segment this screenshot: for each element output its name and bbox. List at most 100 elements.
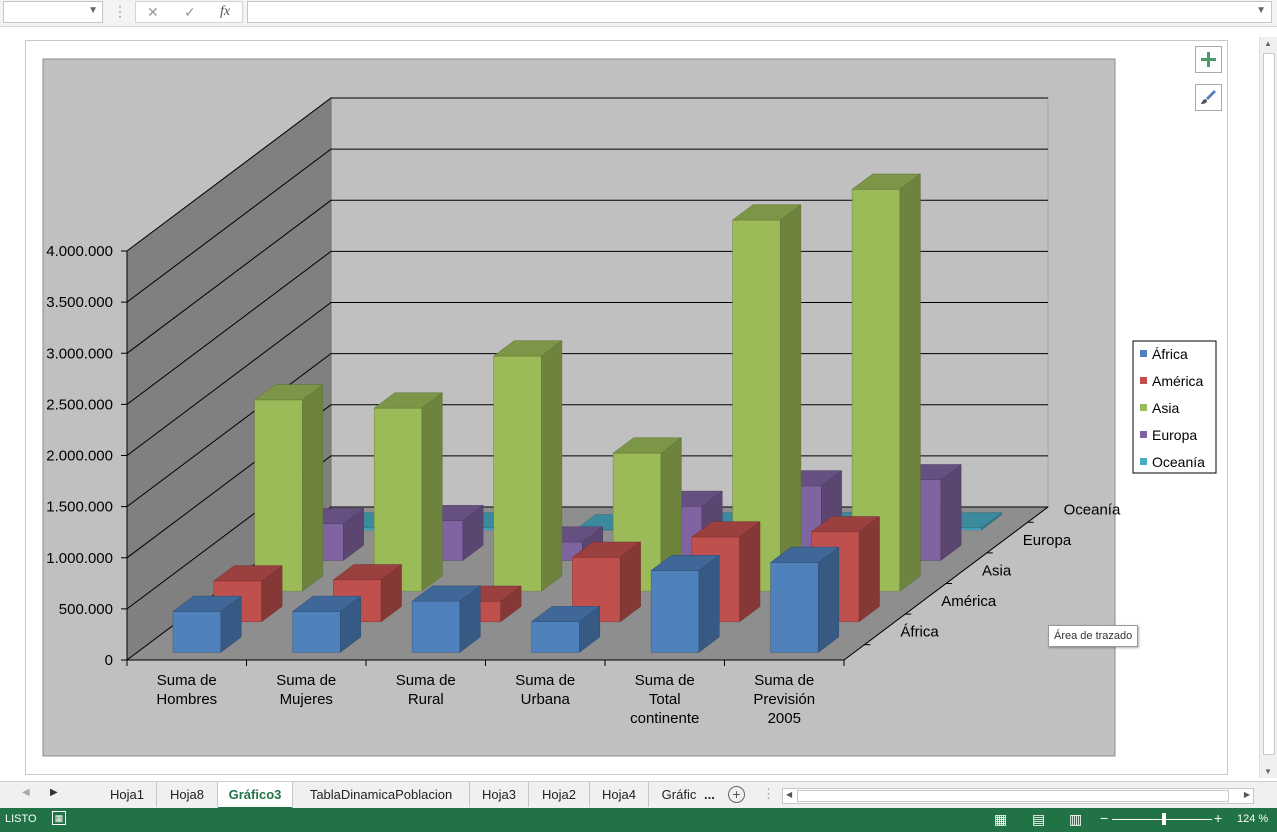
bar-top — [691, 521, 761, 538]
bars — [172, 173, 1003, 653]
tab-splitter-icon[interactable]: ⋮ — [762, 786, 775, 801]
y-tick-label: 1.500.000 — [46, 499, 113, 516]
chevron-down-icon[interactable]: ▼ — [88, 5, 98, 16]
y-tick-label: 3.000.000 — [46, 345, 113, 362]
expand-formula-icon[interactable]: ▼ — [1256, 5, 1266, 16]
macro-record-icon[interactable]: ▦ — [52, 811, 66, 825]
bar-front — [172, 611, 222, 653]
bar-2-4 — [731, 204, 802, 592]
bar-0-1 — [291, 595, 362, 653]
bar-side — [421, 392, 443, 592]
tab-hoja4[interactable]: Hoja4 — [590, 782, 649, 807]
bar-top — [851, 173, 922, 190]
y-tick-label: 2.500.000 — [46, 396, 113, 413]
tab-tabladinamicapoblacion[interactable]: TablaDinamicaPoblacion — [293, 782, 470, 807]
name-box[interactable]: ▼ — [3, 1, 103, 23]
bar-top — [492, 340, 563, 357]
gridline — [126, 455, 1048, 610]
tab-hoja8[interactable]: Hoja8 — [157, 782, 218, 807]
depth-label: Asia — [982, 563, 1012, 580]
bar-top — [810, 516, 881, 533]
bar-top — [172, 595, 243, 612]
bar-top — [332, 564, 403, 581]
chart-styles-button[interactable] — [1195, 84, 1222, 111]
depth-label: América — [941, 593, 997, 610]
category-label: Urbana — [521, 691, 571, 708]
category-label: Suma de — [515, 672, 575, 689]
bar-front — [373, 407, 423, 592]
scroll-left-icon[interactable]: ◀ — [786, 790, 793, 799]
tab-hoja2[interactable]: Hoja2 — [529, 782, 590, 807]
tab-scroll-right-icon[interactable]: ▶ — [50, 787, 58, 798]
page-layout-icon[interactable]: ▤ — [1032, 811, 1046, 827]
horizontal-scroll-thumb[interactable] — [797, 790, 1229, 802]
tooltip: Área de trazado — [1048, 625, 1139, 647]
bar-0-4 — [650, 554, 721, 653]
tab-hoja3[interactable]: Hoja3 — [470, 782, 529, 807]
zoom-in-icon[interactable]: + — [1214, 810, 1223, 826]
y-tick-label: 0 — [105, 652, 113, 669]
page-break-icon[interactable]: ▥ — [1069, 811, 1083, 827]
legend-label: Europa — [1152, 427, 1197, 443]
scroll-thumb[interactable] — [1263, 53, 1275, 755]
gridline — [126, 250, 1048, 405]
gridline — [126, 97, 1048, 252]
bar-top — [769, 546, 840, 563]
bar-top — [571, 541, 642, 558]
bar-0-3 — [530, 605, 601, 653]
normal-view-icon[interactable]: ▦ — [994, 811, 1008, 827]
legend-swatch — [1140, 404, 1147, 411]
scroll-up-icon[interactable]: ▲ — [1264, 39, 1272, 48]
legend-swatch — [1140, 350, 1147, 357]
legend-swatch — [1140, 431, 1147, 438]
formula-input[interactable]: ▼ — [247, 1, 1272, 23]
tab-hoja1[interactable]: Hoja1 — [98, 782, 157, 807]
legend-label: Asia — [1152, 400, 1179, 416]
legend-label: América — [1152, 373, 1204, 389]
chart-area[interactable] — [25, 40, 1228, 775]
cancel-icon[interactable]: ✕ — [147, 4, 159, 20]
legend-swatch — [1140, 377, 1147, 384]
zoom-level[interactable]: 124 % — [1237, 813, 1269, 825]
scroll-right-icon[interactable]: ▶ — [1243, 790, 1250, 799]
chart-elements-button[interactable] — [1195, 46, 1222, 73]
fx-icon[interactable]: fx — [220, 4, 231, 19]
zoom-slider-thumb[interactable] — [1162, 813, 1166, 825]
gridline — [126, 148, 1048, 303]
bar-2-3 — [612, 437, 683, 592]
y-tick-label: 1.000.000 — [46, 550, 113, 567]
status-bar: LISTO ▦ ▦ ▤ ▥ − + 124 % — [0, 808, 1277, 832]
plus-icon — [1201, 52, 1216, 67]
y-tick-label: 3.500.000 — [46, 294, 113, 311]
tab-grafico3[interactable]: Gráfico3 — [218, 782, 293, 809]
bar-side — [940, 463, 962, 561]
bar-side — [858, 516, 880, 623]
bar-side — [302, 384, 324, 592]
legend-label: África — [1152, 346, 1188, 362]
y-tick-label: 500.000 — [59, 601, 113, 618]
bar-2-1 — [373, 392, 444, 592]
depth-label: Oceanía — [1064, 501, 1121, 518]
enter-icon[interactable]: ✓ — [184, 4, 196, 20]
bar-top — [373, 392, 444, 409]
bar-side — [899, 173, 921, 592]
bar-side — [818, 546, 840, 653]
bar-top — [731, 204, 802, 221]
vertical-scrollbar[interactable]: ▲ ▼ — [1259, 37, 1277, 778]
gridline — [126, 404, 1048, 559]
tab-grafic[interactable]: Gráfic — [661, 787, 697, 802]
category-label: Suma de — [754, 672, 814, 689]
depth-label: África — [900, 624, 939, 641]
category-label: Suma de — [276, 672, 336, 689]
bar-front — [650, 570, 700, 653]
scroll-down-icon[interactable]: ▼ — [1264, 767, 1272, 776]
tab-scroll-left-icon[interactable]: ◀ — [22, 787, 30, 798]
horizontal-scrollbar[interactable]: ◀ ▶ — [782, 788, 1254, 804]
bar-0-2 — [411, 585, 482, 653]
bar-2-0 — [253, 384, 324, 592]
add-sheet-icon[interactable]: + — [728, 786, 745, 803]
tab-more[interactable]: ... — [704, 787, 715, 802]
zoom-out-icon[interactable]: − — [1100, 810, 1109, 826]
category-label: Suma de — [635, 672, 695, 689]
